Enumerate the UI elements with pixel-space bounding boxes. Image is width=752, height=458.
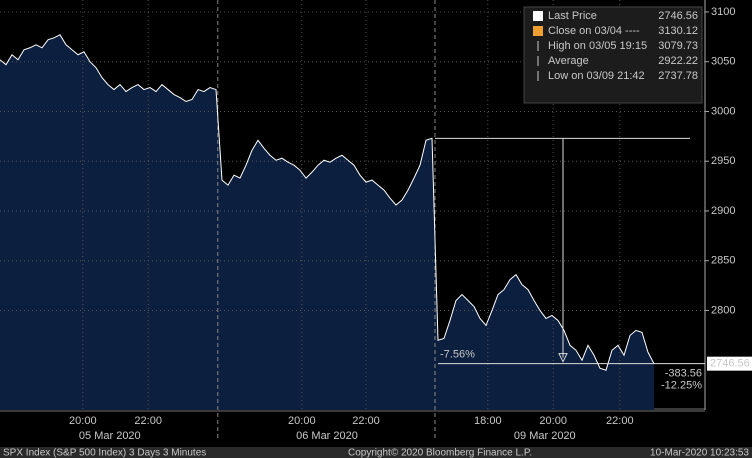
footer-bar [0,447,752,458]
footer-text: SPX Index (S&P 500 Index) 3 Days 3 Minut… [3,448,206,458]
legend-name: Last Price [548,10,597,22]
y-tick-label: 2950 [711,155,735,167]
legend-name: Close on 03/04 ---- [548,25,640,37]
y-tick-label: 3100 [711,6,735,18]
legend-value: 2922.22 [658,55,698,67]
legend-value: 3079.73 [658,40,698,52]
legend-name: Average [548,55,589,67]
x-tick-label: 22:00 [352,415,380,427]
x-tick-label: 20:00 [288,415,316,427]
x-tick-label: 22:00 [134,415,162,427]
legend-value: 2737.78 [658,70,698,82]
date-label: 05 Mar 2020 [79,430,141,442]
change-label: -383.56 [665,368,702,380]
price-line [0,34,655,371]
date-label: 06 Mar 2020 [296,430,358,442]
footer-text: 10-Mar-2020 10:23:53 [650,448,749,458]
date-label: 09 Mar 2020 [514,430,576,442]
legend-value: 3130.12 [658,25,698,37]
legend-name: Low on 03/09 21:42 [548,70,645,82]
legend-name: High on 03/05 19:15 [548,40,647,52]
area-fill [0,34,654,410]
arrow-head [558,353,568,363]
legend-value: 2746.56 [658,10,698,22]
y-tick-label: 3000 [711,105,735,117]
last-price-box [707,356,752,371]
y-tick-label: 2850 [711,255,735,267]
x-tick-label: 18:00 [474,415,502,427]
y-tick-label: 2900 [711,205,735,217]
y-tick-label: 3050 [711,56,735,68]
legend-swatch [533,11,543,21]
footer-text: Copyright© 2020 Bloomberg Finance L.P. [348,448,532,458]
y-tick-label: 2800 [711,304,735,316]
change-label: -12.25% [661,380,702,392]
legend-box [523,6,703,104]
legend-swatch [533,26,543,36]
drop-label: -7.56% [440,349,475,361]
last-price-label: 2746.56 [710,358,750,370]
x-tick-label: 20:00 [539,415,567,427]
x-tick-label: 20:00 [69,415,97,427]
x-tick-label: 22:00 [606,415,634,427]
